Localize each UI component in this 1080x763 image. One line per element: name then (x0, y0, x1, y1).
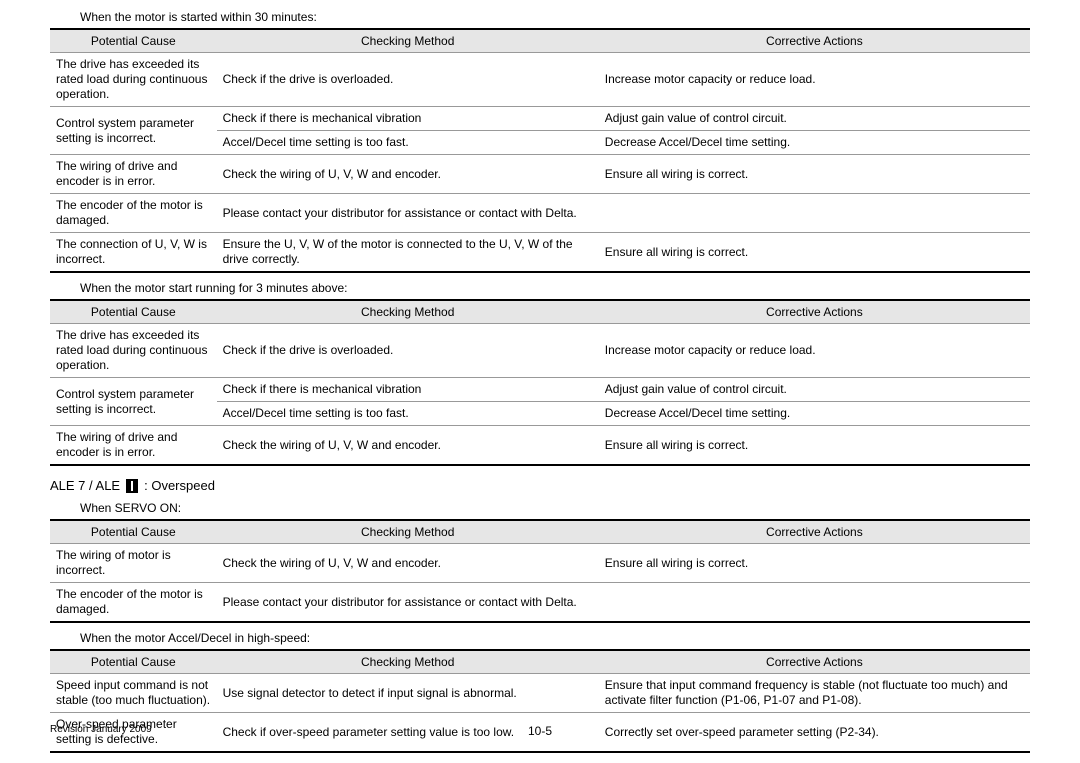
section-suffix: : Overspeed (144, 478, 215, 493)
page-content: When the motor is started within 30 minu… (0, 0, 1080, 753)
table-row: The encoder of the motor is damaged. Ple… (50, 583, 1030, 623)
table3-title: When SERVO ON: (80, 501, 1030, 515)
th-method: Checking Method (217, 520, 599, 544)
th-cause: Potential Cause (50, 29, 217, 53)
th-action: Corrective Actions (599, 29, 1030, 53)
table-row: Speed input command is not stable (too m… (50, 674, 1030, 713)
table-row: Control system parameter setting is inco… (50, 107, 1030, 131)
table-row: Control system parameter setting is inco… (50, 378, 1030, 402)
th-method: Checking Method (217, 300, 599, 324)
page-footer: Revision January 2009 10-5 (50, 724, 1030, 735)
table-row: The wiring of drive and encoder is in er… (50, 155, 1030, 194)
table4-title: When the motor Accel/Decel in high-speed… (80, 631, 1030, 645)
page-number: 10-5 (528, 724, 552, 738)
section-ale7-title: ALE 7 / ALE : Overspeed (50, 478, 1030, 493)
th-cause: Potential Cause (50, 650, 217, 674)
table-row: The encoder of the motor is damaged. Ple… (50, 194, 1030, 233)
table-row: The wiring of drive and encoder is in er… (50, 426, 1030, 466)
th-action: Corrective Actions (599, 520, 1030, 544)
table3: Potential Cause Checking Method Correcti… (50, 519, 1030, 623)
th-action: Corrective Actions (599, 300, 1030, 324)
th-cause: Potential Cause (50, 520, 217, 544)
table1-title: When the motor is started within 30 minu… (80, 10, 1030, 24)
table-row: The drive has exceeded its rated load du… (50, 324, 1030, 378)
table-row: The connection of U, V, W is incorrect. … (50, 233, 1030, 273)
table-row: The wiring of motor is incorrect. Check … (50, 544, 1030, 583)
th-action: Corrective Actions (599, 650, 1030, 674)
table2-title: When the motor start running for 3 minut… (80, 281, 1030, 295)
table1: Potential Cause Checking Method Correcti… (50, 28, 1030, 273)
ale-glyph-icon (126, 479, 138, 493)
th-method: Checking Method (217, 650, 599, 674)
table2: Potential Cause Checking Method Correcti… (50, 299, 1030, 466)
th-method: Checking Method (217, 29, 599, 53)
revision-text: Revision January 2009 (50, 724, 152, 735)
table-row: The drive has exceeded its rated load du… (50, 53, 1030, 107)
th-cause: Potential Cause (50, 300, 217, 324)
section-prefix: ALE 7 / ALE (50, 478, 120, 493)
